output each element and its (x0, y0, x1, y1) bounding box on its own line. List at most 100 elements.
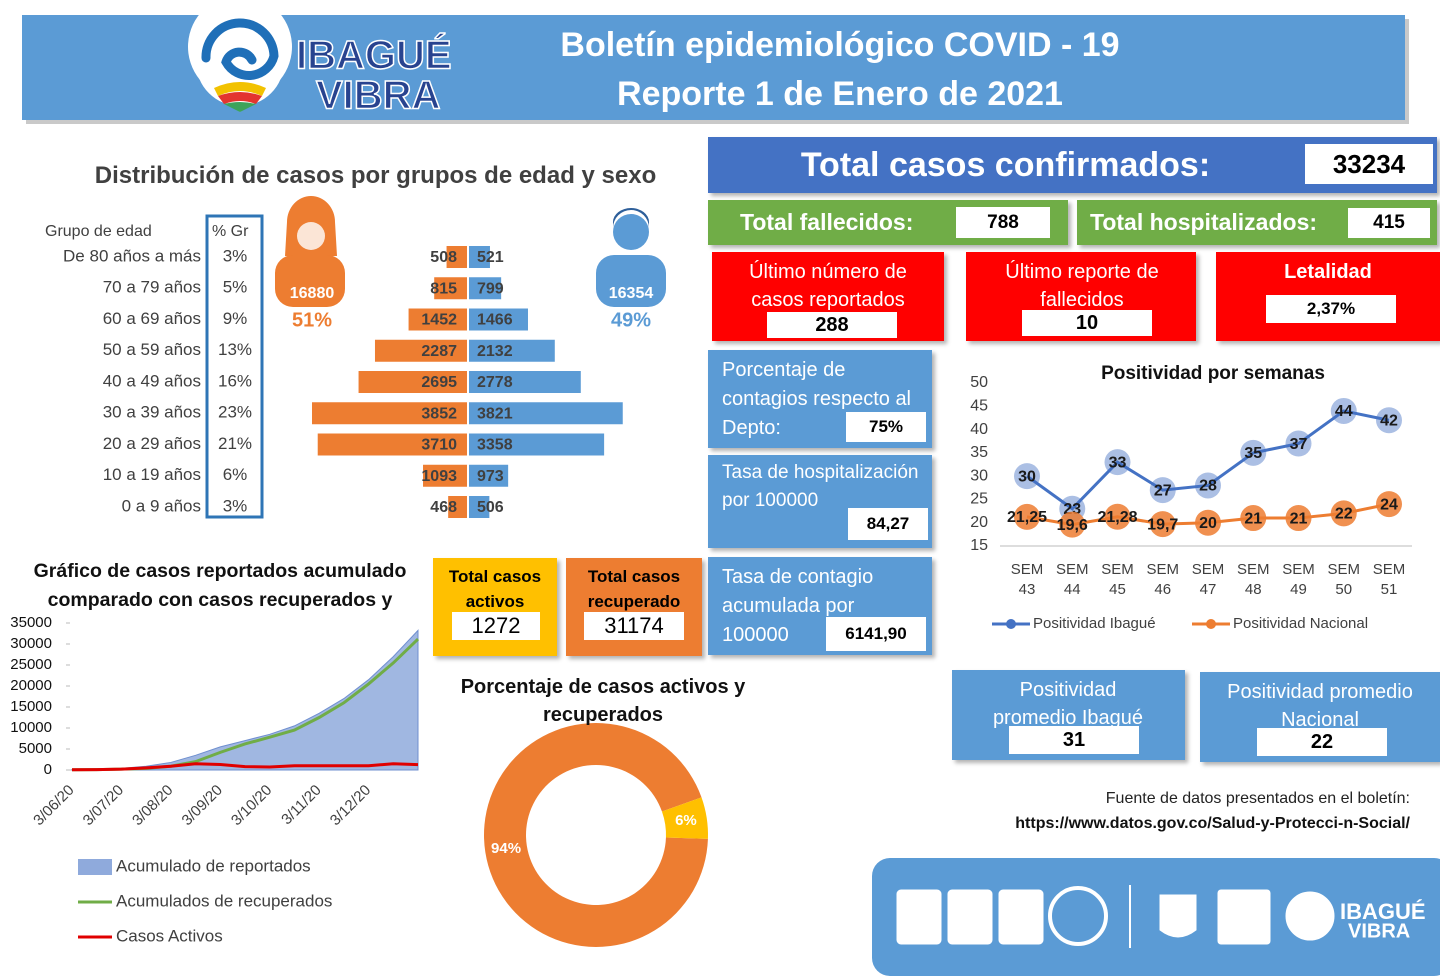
kpi-label: Total casos recuperado (587, 567, 681, 611)
bar (446, 246, 467, 268)
sex-share: 49% (611, 309, 651, 331)
category-label: 40 a 49 años (103, 371, 201, 390)
kpi-value: 415 (1348, 208, 1430, 238)
marker (1104, 503, 1131, 530)
kpi-label: Último reporte de fallecidos (1005, 261, 1159, 311)
marker (1195, 509, 1221, 536)
y-tick-label: 15000 (10, 698, 52, 715)
kpi-card: Total casos recuperado 31174 (566, 558, 702, 656)
bar-label: 1093 (421, 468, 457, 485)
chart-title: Gráfico de casos reportados acumulado co… (33, 560, 407, 611)
group-share: 3% (223, 246, 248, 265)
category-label: 0 a 9 años (122, 496, 201, 515)
logo-text: IBAGUÉ (296, 33, 452, 78)
kpi-value: 22 (1257, 728, 1387, 756)
data-label: 21 (1290, 510, 1308, 527)
kpi-card: Total fallecidos: 788 (708, 200, 1068, 245)
chart-title: Distribución de casos por grupos de edad… (94, 162, 657, 189)
line (71, 762, 419, 772)
bar-label: 1452 (421, 312, 457, 329)
y-tick-label: 35 (970, 444, 988, 461)
category-label: 10 a 19 años (103, 465, 201, 484)
kpi-card: Tasa de contagio acumulada por 100000 614… (708, 557, 932, 655)
bar (317, 433, 467, 456)
x-tick-label: SEM 46 (1146, 561, 1179, 598)
marker (1330, 500, 1357, 527)
data-label: 22 (1335, 506, 1353, 523)
category-label: 50 a 59 años (103, 340, 201, 359)
kpi-value: 6141,90 (826, 617, 926, 651)
bar (448, 496, 467, 518)
source-url: https://www.datos.gov.co/Salud-y-Protecc… (1015, 815, 1410, 832)
kpi-value: 75% (846, 412, 926, 442)
kpi-label: Total hospitalizados: (1090, 209, 1318, 235)
bar-label: 506 (477, 499, 504, 516)
marker (1195, 472, 1221, 499)
column-header: Grupo de edad (45, 223, 152, 240)
x-tick-label: SEM 45 (1101, 561, 1134, 598)
data-label: 28 (1199, 478, 1217, 495)
male-icon (596, 208, 666, 307)
title-line: Reporte 1 de Enero de 2021 (617, 75, 1063, 113)
area (71, 629, 419, 771)
kpi-label: Tasa de hospitalización por 100000 (722, 462, 919, 511)
kpi-label: Total casos confirmados: (800, 146, 1211, 184)
y-tick-label: 35000 (10, 614, 52, 631)
data-label: 42 (1380, 412, 1398, 429)
group-share: 21% (218, 434, 252, 453)
bar (469, 402, 623, 425)
group-share: 6% (223, 465, 248, 484)
marker (1285, 430, 1312, 457)
bar-label: 2778 (477, 374, 513, 391)
slice-label: 94% (491, 840, 521, 857)
category-label: De 80 años a más (63, 246, 201, 265)
y-tick-label: 30000 (10, 635, 52, 652)
bar-label: 468 (430, 499, 457, 516)
bar (374, 339, 467, 362)
bar-label: 3358 (477, 437, 513, 454)
kpi-label: Letalidad (1284, 261, 1372, 283)
legend-swatch (1206, 619, 1216, 629)
group-share: 13% (218, 340, 252, 359)
x-tick-label: SEM 47 (1191, 561, 1225, 598)
x-tick-label: SEM 50 (1327, 561, 1360, 598)
donut-slice (484, 722, 708, 947)
bar (358, 371, 467, 393)
data-label: 19,6 (1057, 517, 1088, 534)
kpi-card: Último reporte de fallecidos 10 (966, 252, 1196, 341)
share-column-frame (205, 214, 264, 519)
bar (469, 464, 509, 487)
group-share: 23% (218, 403, 252, 422)
bar (469, 371, 581, 393)
legend-label: Acumulados de recuperados (116, 891, 332, 910)
y-tick-label: 0 (44, 761, 52, 778)
data-label: 21,28 (1097, 509, 1137, 526)
y-tick-label: 30 (970, 467, 988, 484)
bar (469, 339, 555, 362)
marker (1014, 503, 1040, 530)
bar-label: 2695 (421, 374, 457, 391)
marker (1149, 511, 1176, 538)
kpi-value: 33234 (1305, 144, 1433, 184)
y-tick-label: 20 (970, 514, 988, 531)
kpi-value: 788 (956, 207, 1050, 238)
x-tick-label: SEM 49 (1282, 561, 1315, 598)
y-tick-label: 20000 (10, 677, 52, 694)
line (1026, 409, 1390, 511)
kpi-label: Tasa de contagio acumulada por 100000 (722, 566, 874, 646)
kpi-label: Total fallecidos: (740, 209, 914, 235)
bar-label: 3852 (421, 405, 457, 422)
slice-label: 6% (675, 812, 697, 829)
bar (312, 402, 467, 425)
bar-label: 799 (477, 280, 504, 297)
kpi-card: Total casos activos 1272 (433, 558, 557, 656)
legend-label: Casos Activos (116, 926, 223, 945)
kpi-value: 1272 (452, 612, 540, 640)
y-tick-label: 5000 (19, 740, 52, 757)
y-tick-label: 25 (970, 491, 988, 508)
kpi-label: Positividad promedio Nacional (1227, 681, 1413, 731)
kpi-value: 31174 (584, 612, 684, 640)
kpi-card: Positividad promedio Ibagué 31 (952, 670, 1185, 760)
sex-share: 51% (292, 309, 332, 331)
